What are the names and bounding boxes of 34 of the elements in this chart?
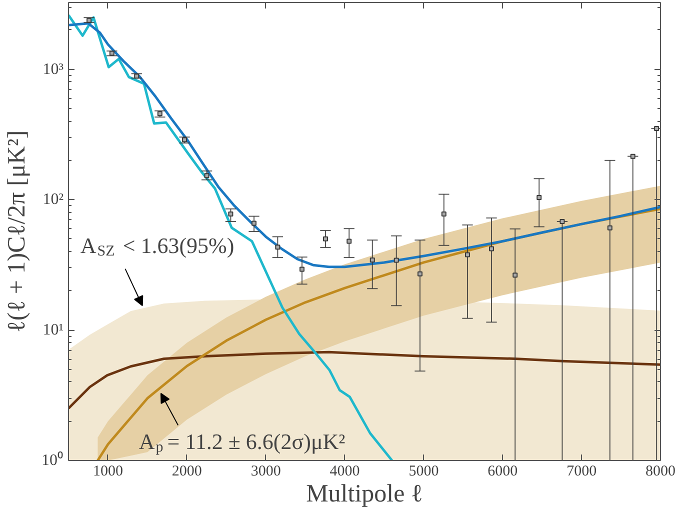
x-tick-label: 5000 xyxy=(408,464,439,480)
point xyxy=(251,220,256,226)
point xyxy=(370,257,375,262)
point xyxy=(346,238,352,244)
point xyxy=(512,272,518,278)
line-series xyxy=(68,350,660,410)
x-tick-label: 7000 xyxy=(566,464,597,480)
point xyxy=(654,126,660,132)
point xyxy=(560,219,565,224)
x-tick-label: 3000 xyxy=(250,464,281,480)
y-tick-label: 10⁰ xyxy=(42,451,64,469)
x-axis-title: Multipole ℓ xyxy=(306,480,423,508)
y-tick-label: 10² xyxy=(42,191,64,208)
point xyxy=(228,212,234,217)
point xyxy=(489,246,494,252)
x-tick-label: 2000 xyxy=(172,464,202,480)
point xyxy=(607,225,612,230)
point xyxy=(204,173,210,178)
y-axis-title: ℓ(ℓ + 1)Cℓ/2π [μK²] xyxy=(4,130,30,333)
x-tick-label: 8000 xyxy=(646,464,676,480)
y-tick-label: 10¹ xyxy=(42,322,64,339)
point xyxy=(323,236,328,242)
point xyxy=(536,194,542,200)
point xyxy=(630,154,636,159)
point xyxy=(465,252,470,258)
x-tick-label: 1000 xyxy=(92,464,123,480)
point xyxy=(394,258,399,263)
x-tick-label: 6000 xyxy=(488,464,518,480)
point xyxy=(299,266,304,272)
x-tick-label: 4000 xyxy=(330,464,360,480)
point xyxy=(417,271,422,276)
y-tick-label: 10³ xyxy=(42,60,64,78)
point xyxy=(441,212,446,217)
point xyxy=(275,244,280,250)
